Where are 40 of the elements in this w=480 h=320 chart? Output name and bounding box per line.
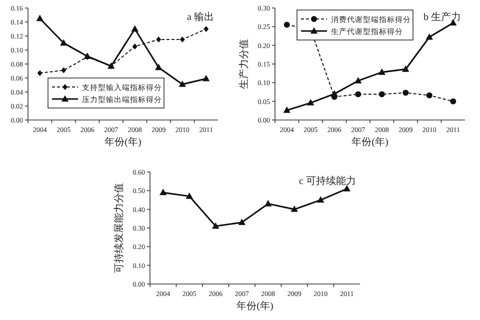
point [156, 36, 162, 42]
chart-title: b 生产力 [424, 11, 461, 23]
point [355, 91, 362, 98]
point [180, 36, 185, 42]
point [283, 106, 290, 113]
point [178, 80, 186, 87]
point [284, 22, 290, 28]
point [264, 200, 272, 206]
point [36, 14, 44, 22]
point [60, 39, 68, 46]
point [290, 206, 298, 212]
point [317, 196, 324, 203]
point [155, 64, 162, 70]
chart-title: c 可持续能力 [299, 175, 356, 187]
point [402, 65, 410, 72]
x-axis-title: 年份(年) [352, 136, 388, 148]
point [238, 218, 246, 225]
point [61, 67, 66, 74]
point [160, 188, 167, 196]
point [402, 90, 409, 96]
point [204, 26, 209, 32]
x-axis-title: 年份(年) [236, 300, 274, 312]
point [212, 222, 220, 229]
y-axis-title: 生产力分值 [238, 39, 250, 89]
chart-title: a 输出 [187, 11, 214, 23]
point [378, 91, 385, 98]
point [37, 70, 42, 76]
point [354, 77, 362, 84]
y-axis-title: 可持续发展能力分值 [113, 183, 125, 273]
x-axis-title: 年份(年) [104, 136, 142, 148]
point [426, 92, 432, 98]
point [378, 68, 386, 75]
point [131, 25, 138, 32]
point [186, 192, 193, 199]
point [202, 74, 210, 82]
point [307, 99, 314, 106]
point [132, 44, 138, 50]
point [343, 185, 350, 192]
point [426, 33, 433, 40]
point [450, 98, 456, 104]
